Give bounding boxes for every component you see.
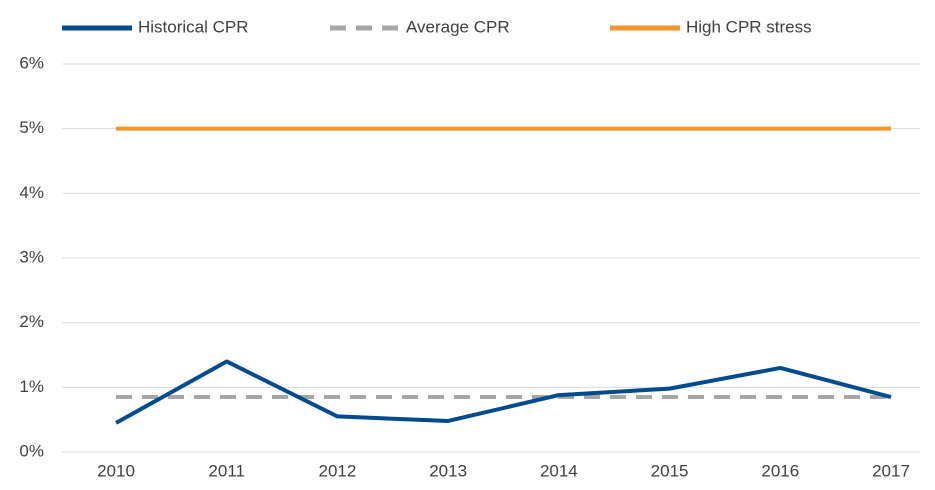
y-tick-label: 5%: [19, 118, 44, 137]
x-tick-label: 2010: [97, 461, 135, 480]
x-tick-label: 2015: [651, 461, 689, 480]
x-tick-label: 2014: [540, 461, 578, 480]
legend-label: High CPR stress: [686, 17, 812, 36]
legend-label: Historical CPR: [138, 17, 249, 36]
y-tick-label: 0%: [19, 441, 44, 460]
y-tick-label: 2%: [19, 312, 44, 331]
y-tick-label: 1%: [19, 377, 44, 396]
series-line: [115, 359, 892, 425]
x-tick-label: 2011: [208, 461, 245, 480]
y-tick-label: 6%: [19, 53, 44, 72]
legend-label: Average CPR: [406, 17, 510, 36]
x-tick-label: 2016: [761, 461, 799, 480]
y-tick-label: 4%: [19, 183, 44, 202]
x-tick-label: 2013: [429, 461, 467, 480]
x-tick-label: 2017: [872, 461, 910, 480]
y-tick-label: 3%: [19, 247, 44, 266]
x-tick-label: 2012: [319, 461, 357, 480]
